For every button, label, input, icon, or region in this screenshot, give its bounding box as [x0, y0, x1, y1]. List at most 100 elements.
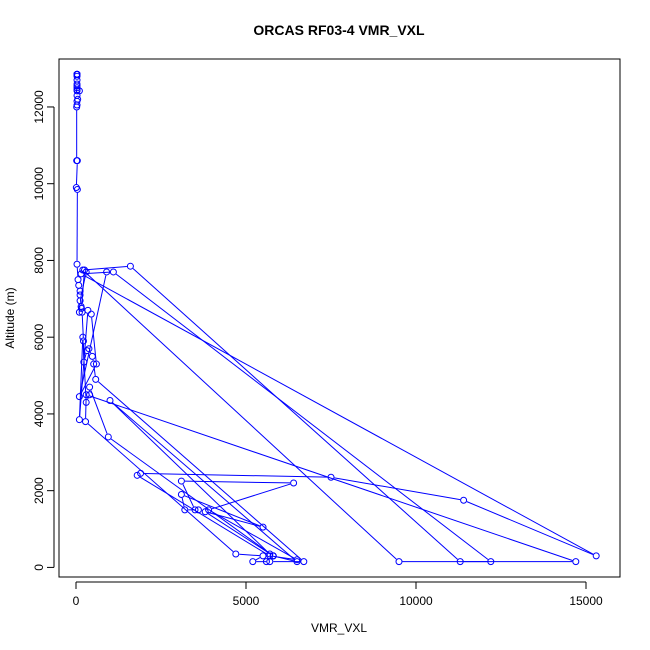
series-line-segment: [239, 553, 260, 557]
series-line-segment: [79, 275, 107, 394]
data-point: [456, 558, 464, 566]
data-point: [75, 393, 83, 401]
series-line-segment: [89, 395, 573, 561]
data-point: [266, 552, 274, 560]
x-axis-label: VMR_VXL: [311, 621, 367, 635]
series-line-segment: [91, 317, 97, 361]
data-point: [327, 473, 335, 481]
plot-layer: [72, 70, 600, 566]
series-line-segment: [110, 438, 271, 555]
plot-frame: [58, 58, 621, 578]
data-point: [269, 552, 277, 560]
data-point: [73, 185, 81, 193]
data-point: [73, 157, 81, 165]
data-point: [300, 558, 308, 566]
data-point: [572, 558, 580, 566]
y-axis: 0 2000 4000 6000 8000 10000 12000: [32, 90, 55, 571]
series-line-segment: [98, 381, 302, 560]
data-point: [87, 310, 95, 318]
series-line-segment: [207, 513, 271, 555]
data-point: [137, 469, 145, 477]
series-line-segment: [276, 556, 294, 562]
data-point: [177, 477, 185, 485]
data-point: [259, 552, 267, 560]
series-line-segment: [85, 398, 87, 419]
data-point: [85, 345, 93, 353]
series-line-segment: [84, 353, 87, 359]
data-point: [79, 337, 87, 345]
data-point: [82, 398, 90, 406]
data-point: [77, 270, 85, 278]
series-line-segment: [466, 501, 594, 556]
data-point: [82, 391, 90, 399]
data-point: [460, 496, 468, 504]
series-line-segment: [87, 397, 89, 400]
series-line-segment: [85, 272, 397, 560]
data-point: [262, 558, 270, 566]
series-line-segment: [79, 340, 84, 417]
data-point: [79, 266, 87, 274]
series-line-segment: [139, 476, 268, 555]
data-point: [86, 391, 94, 399]
series-line-segment: [334, 477, 461, 501]
x-axis: 0 5000 10000 15000: [73, 581, 603, 608]
data-point: [133, 471, 141, 479]
data-point: [77, 304, 85, 312]
data-point: [205, 506, 213, 514]
series-line-segment: [86, 265, 127, 271]
series-line-segment: [87, 423, 234, 553]
data-point: [103, 268, 111, 276]
x-tick-label: 0: [73, 594, 80, 608]
data-point: [249, 558, 257, 566]
x-tick-label: 10000: [399, 594, 433, 608]
data-point: [73, 103, 81, 111]
data-point: [232, 550, 240, 558]
y-tick-label: 12000: [32, 90, 46, 124]
data-point: [73, 72, 81, 80]
data-point: [76, 287, 84, 295]
y-tick-label: 6000: [32, 324, 46, 351]
series-line-segment: [76, 267, 79, 277]
data-point: [88, 352, 96, 360]
y-tick-label: 0: [32, 564, 46, 571]
data-point: [201, 508, 209, 516]
data-point: [177, 491, 185, 499]
series-line-segment: [90, 390, 108, 434]
data-point: [76, 297, 84, 305]
series-line-segment: [89, 351, 92, 354]
data-point: [259, 523, 267, 531]
series-line-segment: [83, 275, 594, 555]
data-point: [82, 418, 90, 426]
data-point: [73, 87, 81, 95]
series-line-segment: [112, 402, 295, 560]
data-point: [592, 552, 600, 560]
series-line-segment: [182, 484, 194, 507]
data-point: [181, 506, 189, 514]
series-line-segment: [115, 273, 489, 560]
data-point: [84, 306, 92, 314]
series-line-segment: [75, 164, 78, 185]
data-point: [106, 396, 114, 404]
data-point: [104, 433, 112, 441]
data-point: [83, 347, 91, 355]
data-point: [75, 416, 83, 424]
data-point: [293, 558, 301, 566]
series-line-segment: [80, 366, 96, 394]
data-point: [191, 506, 199, 514]
data-point: [194, 506, 202, 514]
y-tick-label: 10000: [32, 167, 46, 201]
series-line-segment: [255, 557, 261, 561]
series-line-segment: [211, 511, 295, 559]
series-line-segment: [112, 402, 268, 552]
data-point: [293, 556, 301, 564]
data-point: [86, 383, 94, 391]
data-point: [290, 479, 298, 487]
x-tick-label: 15000: [569, 594, 603, 608]
data-point: [92, 375, 100, 383]
y-axis-label: Altitude (m): [3, 287, 17, 348]
data-point: [395, 558, 403, 566]
data-point: [73, 260, 81, 268]
